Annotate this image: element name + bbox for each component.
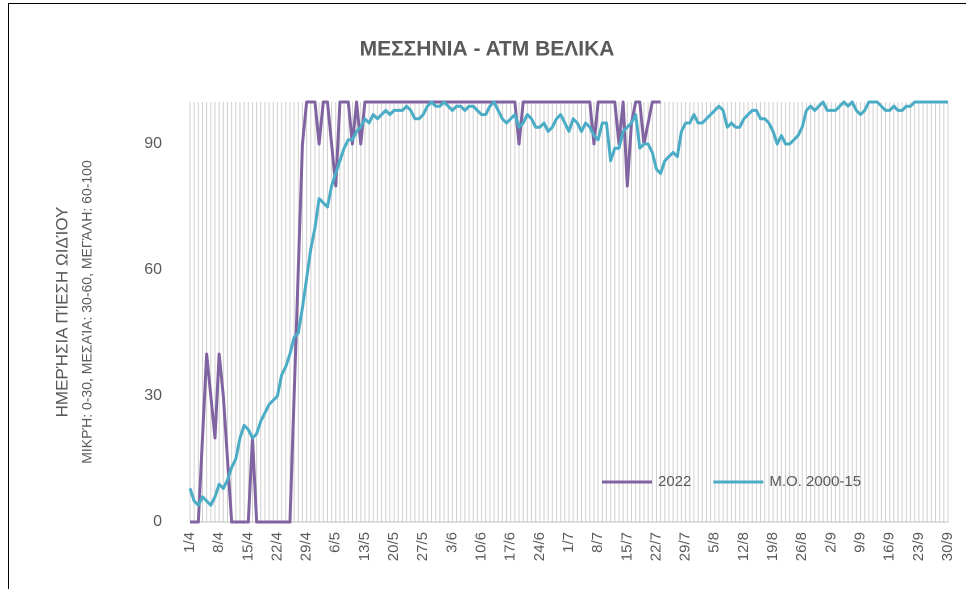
y-tick-label: 60 xyxy=(144,261,162,278)
y-axis-title: ΗΜΕΡΉΣΙΑ ΠΊΕΣΗ ΩΙΔΊΟΥ xyxy=(52,207,71,418)
x-tick-label: 6/5 xyxy=(327,532,344,553)
legend-label: 2022 xyxy=(658,473,691,490)
x-tick-label: 15/4 xyxy=(239,532,256,561)
x-tick-label: 20/5 xyxy=(385,532,402,561)
x-tick-label: 29/7 xyxy=(677,532,694,561)
y-axis-subtitle: ΜΙΚΡΉ: 0-30, ΜΕΣΑΊΑ: 30-60, ΜΕΓΆΛΗ: 60-1… xyxy=(79,160,95,464)
x-tick-label: 8/7 xyxy=(589,532,606,553)
y-tick-label: 90 xyxy=(144,135,162,152)
x-tick-label: 27/5 xyxy=(414,532,431,561)
y-tick-label: 30 xyxy=(144,387,162,404)
x-tick-label: 10/6 xyxy=(473,532,490,561)
x-tick-label: 26/8 xyxy=(793,532,810,561)
x-tick-label: 2/9 xyxy=(822,532,839,553)
x-tick-label: 22/7 xyxy=(647,532,664,561)
chart-title: ΜΕΣΣΗΝΙΑ - ΑΤΜ ΒΕΛΙΚΑ xyxy=(360,38,615,61)
x-tick-label: 23/9 xyxy=(910,532,927,561)
chart-frame xyxy=(9,4,966,590)
x-tick-label: 9/9 xyxy=(852,532,869,553)
x-tick-label: 15/7 xyxy=(618,532,635,561)
y-tick-label: 0 xyxy=(153,513,162,530)
legend-label: Μ.Ο. 2000-15 xyxy=(769,473,861,490)
x-tick-label: 1/7 xyxy=(560,532,577,553)
x-tick-label: 29/4 xyxy=(298,532,315,561)
x-tick-label: 5/8 xyxy=(706,532,723,553)
x-tick-label: 1/4 xyxy=(181,532,198,553)
x-tick-label: 3/6 xyxy=(443,532,460,553)
x-tick-label: 24/6 xyxy=(531,532,548,561)
x-tick-label: 19/8 xyxy=(764,532,781,561)
x-tick-label: 13/5 xyxy=(356,532,373,561)
x-tick-label: 16/9 xyxy=(881,532,898,561)
x-tick-label: 22/4 xyxy=(268,532,285,561)
x-tick-label: 8/4 xyxy=(210,532,227,553)
x-tick-label: 30/9 xyxy=(939,532,956,561)
x-tick-label: 17/6 xyxy=(502,532,519,561)
x-tick-label: 12/8 xyxy=(735,532,752,561)
